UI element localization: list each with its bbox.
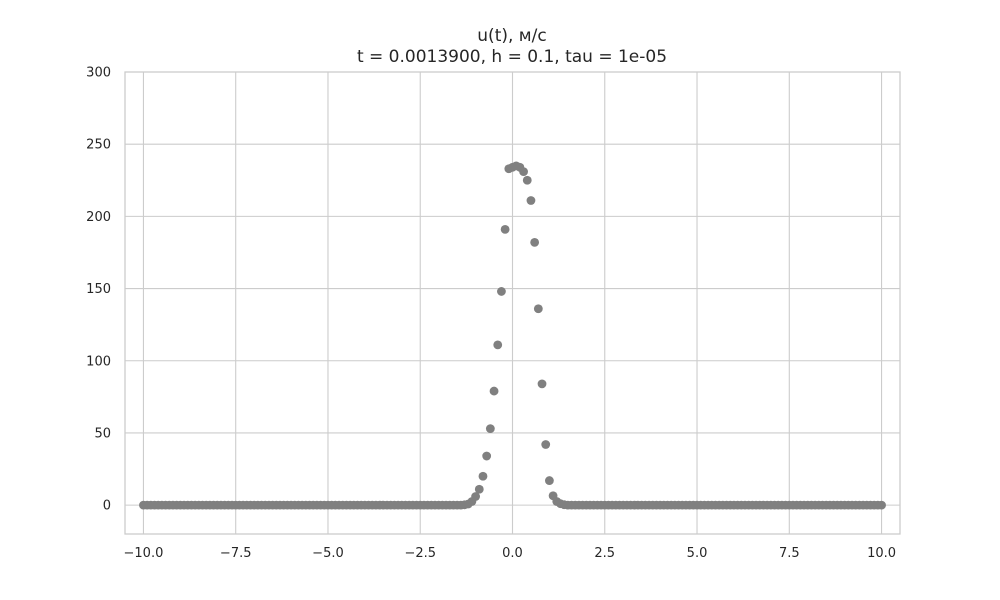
x-tick-label: 10.0: [867, 546, 896, 561]
data-point: [482, 451, 492, 461]
data-point: [537, 379, 547, 389]
y-tick-label: 100: [86, 354, 111, 369]
data-point: [545, 476, 554, 485]
plot-frame: [124, 71, 901, 535]
data-point: [519, 167, 528, 177]
x-tick-label: 2.5: [594, 546, 615, 561]
x-tick-labels: −10.0 −7.5 −5.0 −2.5 0.0 2.5 5.0 7.5 10.0: [124, 546, 896, 561]
chart-subtitle: t = 0.0013900, h = 0.1, tau = 1e-05: [356, 47, 668, 67]
y-tick-label: 50: [94, 426, 111, 441]
y-tick-label: 250: [86, 138, 111, 153]
data-point: [530, 237, 540, 247]
data-point: [526, 196, 536, 205]
data-point: [478, 471, 488, 481]
x-tick-label: −5.0: [312, 546, 344, 561]
x-tick-label: 5.0: [687, 546, 708, 561]
x-tick-label: 0.0: [502, 546, 523, 561]
x-tick-label: −7.5: [220, 546, 252, 561]
chart-title-block: u(t), м/с t = 0.0013900, h = 0.1, tau = …: [0, 26, 1000, 68]
data-point: [489, 386, 499, 396]
data-point: [497, 287, 506, 296]
y-tick-label: 200: [86, 210, 111, 225]
data-point: [533, 304, 543, 314]
x-tick-label: −2.5: [404, 546, 436, 561]
data-point: [522, 175, 532, 185]
x-tick-label: 7.5: [779, 546, 800, 561]
grid: [125, 71, 900, 534]
data-points: [139, 161, 886, 510]
y-tick-label: 300: [86, 66, 111, 81]
data-point: [485, 424, 495, 434]
x-tick-label: −10.0: [124, 546, 164, 561]
y-tick-labels: 0 50 100 150 200 250 300: [86, 66, 111, 514]
data-point: [471, 492, 480, 501]
y-tick-label: 150: [86, 282, 111, 297]
data-point: [541, 440, 551, 449]
data-point: [474, 484, 484, 494]
y-tick-label: 0: [103, 499, 111, 514]
chart-title: u(t), м/с: [477, 26, 547, 46]
data-point: [500, 224, 510, 234]
data-point: [877, 500, 886, 510]
data-point: [493, 340, 503, 350]
